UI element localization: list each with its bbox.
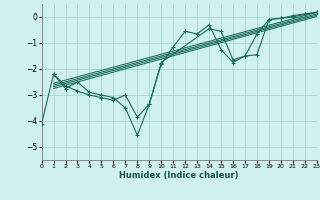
X-axis label: Humidex (Indice chaleur): Humidex (Indice chaleur) [119,171,239,180]
